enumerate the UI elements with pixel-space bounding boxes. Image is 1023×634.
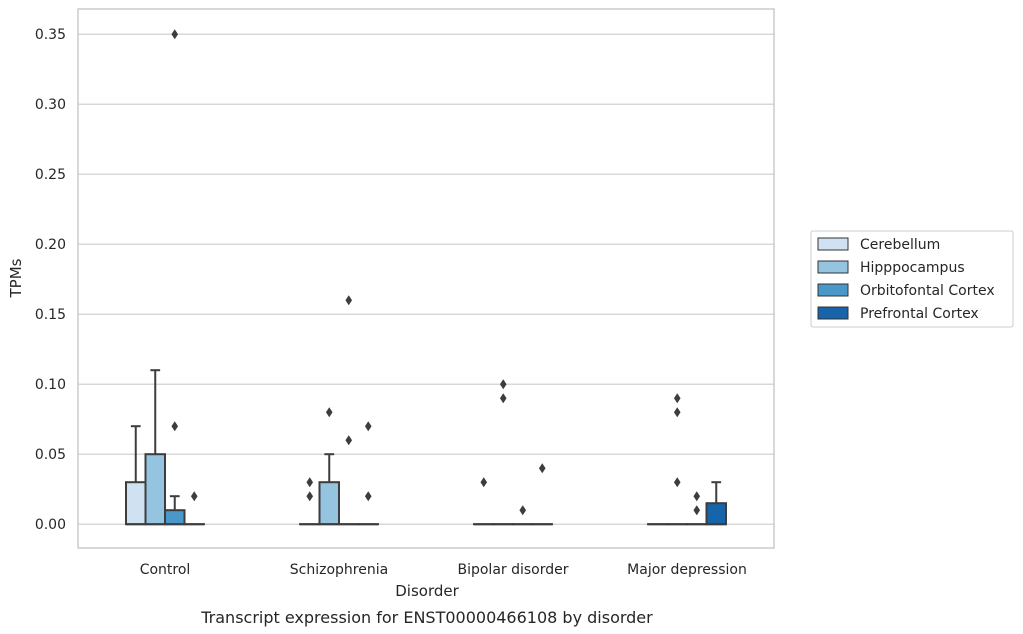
plot-frame [77,8,775,549]
outlier-point [306,477,314,488]
legend-swatch [817,283,849,297]
x-tick-label: Control [140,562,191,578]
outlier-point [538,463,546,474]
y-tick-label: 0.25 [35,167,66,183]
box-hipppocampus-schizophrenia [318,407,340,526]
legend-frame [810,230,1014,328]
y-tick-label: 0.20 [35,237,66,253]
outlier-point [325,407,333,418]
outlier-point [345,435,353,446]
outlier-point [673,477,681,488]
box-prefrontal-cortex-bipolar-disorder [531,463,553,526]
outlier-point [480,477,488,488]
legend-swatch [817,260,849,274]
box-cerebellum-bipolar-disorder [473,477,495,526]
box [164,509,186,526]
chart-caption: Transcript expression for ENST0000046610… [200,608,653,627]
gridlines [78,33,774,525]
box-prefrontal-cortex-control [183,491,205,526]
box-orbitofontal-cortex-major-depression [686,491,708,526]
legend-label: Hipppocampus [860,260,965,276]
legend-swatch [817,306,849,320]
outlier-point [499,393,507,404]
box-orbitofontal-cortex-control [164,29,186,526]
box [125,481,147,526]
y-tick-label: 0.30 [35,97,66,113]
y-tick-label: 0.10 [35,377,66,393]
x-tick-label: Schizophrenia [290,562,388,578]
box-cerebellum-schizophrenia [299,477,321,526]
box-orbitofontal-cortex-schizophrenia [338,295,360,526]
y-tick-label: 0.35 [35,27,66,43]
x-tick-label: Major depression [627,562,747,578]
outlier-point [171,421,179,432]
outlier-point [171,29,179,40]
box-plots [125,29,727,526]
y-axis-ticks: 0.00 0.05 0.10 0.15 0.20 0.25 0.30 0.35 [35,27,66,533]
outlier-point [364,421,372,432]
y-tick-label: 0.00 [35,517,66,533]
y-axis-title: TPMs [7,258,25,298]
outlier-point [190,491,198,502]
box-hipppocampus-control [144,369,166,526]
x-axis-title: Disorder [395,582,459,600]
box-cerebellum-control [125,425,147,526]
outlier-point [364,491,372,502]
outlier-point [673,407,681,418]
legend-swatch [817,237,849,251]
box-hipppocampus-major-depression [666,393,688,526]
outlier-point [306,491,314,502]
box [144,453,166,526]
x-axis-ticks: Control Schizophrenia Bipolar disorder Majo… [140,562,747,578]
box [705,502,727,526]
outlier-point [693,505,701,516]
x-tick-label: Bipolar disorder [457,562,568,578]
legend-label: Prefrontal Cortex [860,306,979,322]
outlier-point [345,295,353,306]
y-tick-label: 0.05 [35,447,66,463]
legend-label: Orbitofontal Cortex [860,283,995,299]
box [318,481,340,526]
legend: Cerebellum Hipppocampus Orbitofontal Corte… [810,230,1014,328]
box-orbitofontal-cortex-bipolar-disorder [512,505,534,526]
outlier-point [693,491,701,502]
box-prefrontal-cortex-major-depression [705,481,727,526]
legend-label: Cerebellum [860,237,940,253]
outlier-point [499,379,507,390]
box-prefrontal-cortex-schizophrenia [357,421,379,526]
outlier-point [673,393,681,404]
box-hipppocampus-bipolar-disorder [492,379,514,526]
y-tick-label: 0.15 [35,307,66,323]
outlier-point [519,505,527,516]
